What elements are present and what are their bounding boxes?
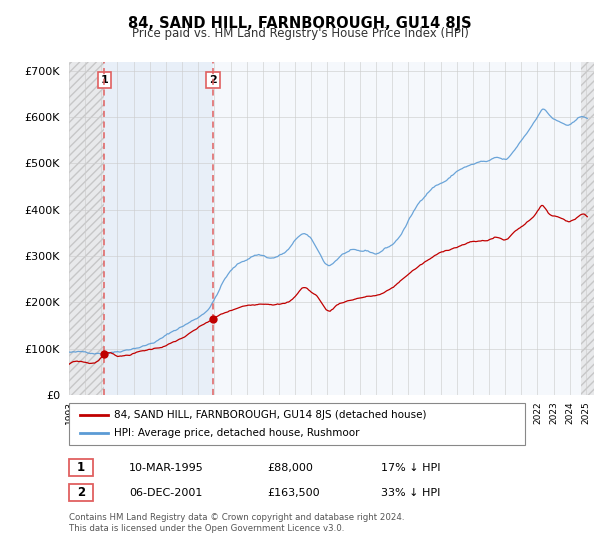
Bar <box>104 62 213 395</box>
Text: 84, SAND HILL, FARNBOROUGH, GU14 8JS (detached house): 84, SAND HILL, FARNBOROUGH, GU14 8JS (de… <box>114 410 427 420</box>
Text: 17% ↓ HPI: 17% ↓ HPI <box>381 463 440 473</box>
Text: HPI: Average price, detached house, Rushmoor: HPI: Average price, detached house, Rush… <box>114 428 359 438</box>
Text: 06-DEC-2001: 06-DEC-2001 <box>129 488 202 498</box>
Text: 1: 1 <box>77 461 85 474</box>
Text: Contains HM Land Registry data © Crown copyright and database right 2024.: Contains HM Land Registry data © Crown c… <box>69 513 404 522</box>
Text: 2: 2 <box>77 486 85 500</box>
Text: 84, SAND HILL, FARNBOROUGH, GU14 8JS: 84, SAND HILL, FARNBOROUGH, GU14 8JS <box>128 16 472 31</box>
Bar <box>69 62 104 395</box>
Text: 10-MAR-1995: 10-MAR-1995 <box>129 463 204 473</box>
Text: This data is licensed under the Open Government Licence v3.0.: This data is licensed under the Open Gov… <box>69 524 344 533</box>
Bar <box>581 62 594 395</box>
Text: 33% ↓ HPI: 33% ↓ HPI <box>381 488 440 498</box>
Text: Price paid vs. HM Land Registry's House Price Index (HPI): Price paid vs. HM Land Registry's House … <box>131 27 469 40</box>
Text: 2: 2 <box>209 75 217 85</box>
Text: 1: 1 <box>101 75 108 85</box>
Text: £163,500: £163,500 <box>267 488 320 498</box>
Text: £88,000: £88,000 <box>267 463 313 473</box>
